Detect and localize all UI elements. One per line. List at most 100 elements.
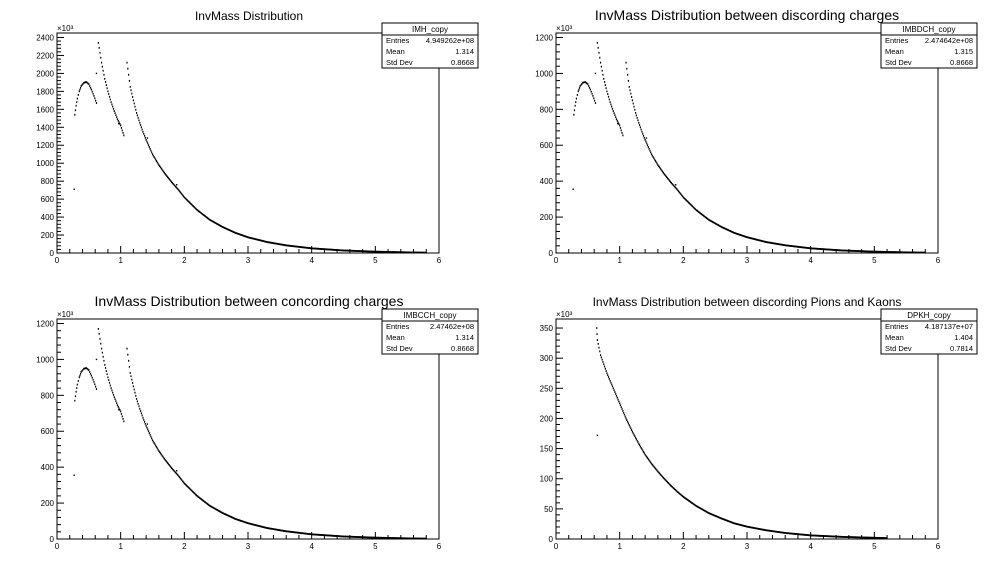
data-point [209, 218, 211, 221]
data-point [408, 537, 411, 540]
data-point [877, 250, 879, 253]
data-point [242, 234, 244, 237]
data-point [319, 534, 321, 536]
data-point [611, 105, 613, 108]
data-point [793, 532, 795, 535]
data-point [841, 249, 843, 252]
data-point [341, 535, 343, 538]
data-point [735, 232, 737, 235]
data-point [339, 249, 342, 252]
data-point [197, 209, 199, 212]
data-point [174, 185, 177, 188]
data-point [876, 536, 878, 539]
data-point [810, 534, 812, 537]
data-point [801, 246, 803, 249]
data-point [268, 241, 270, 244]
data-point [74, 395, 77, 398]
data-point [754, 238, 756, 241]
data-point [246, 522, 248, 524]
data-point [87, 82, 89, 85]
data-point [666, 481, 669, 483]
data-point [400, 537, 402, 540]
data-point [280, 529, 282, 532]
data-point [766, 241, 768, 244]
data-point [737, 523, 739, 526]
stats-row-label: Std Dev [386, 58, 413, 67]
data-point [785, 244, 787, 247]
y-tick-label: 1000 [535, 69, 553, 78]
data-point [767, 241, 769, 244]
data-point [601, 69, 603, 72]
data-point [585, 81, 587, 84]
data-point [192, 491, 194, 494]
data-point [708, 219, 711, 222]
data-point [370, 536, 373, 539]
y-tick-label: 200 [41, 231, 55, 240]
data-point [88, 369, 90, 372]
data-point [917, 251, 919, 254]
data-point [609, 101, 611, 104]
data-point [923, 251, 925, 254]
data-point [824, 535, 826, 537]
data-point [357, 250, 359, 252]
data-point [104, 367, 107, 369]
data-point [627, 422, 630, 425]
data-point [403, 251, 405, 254]
data-point [638, 442, 640, 445]
data-point [335, 535, 337, 537]
data-point [338, 535, 340, 538]
data-point [920, 251, 923, 254]
data-point [857, 250, 859, 252]
data-point [658, 166, 661, 169]
data-point [644, 138, 646, 141]
data-point [84, 81, 87, 84]
data-point [307, 533, 310, 535]
data-point [673, 185, 676, 188]
data-point [800, 246, 803, 249]
data-point [215, 222, 218, 225]
x-tick-label: 2 [681, 256, 686, 265]
stats-row-value: 0.8668 [451, 58, 474, 67]
data-point [748, 236, 750, 239]
data-point [310, 533, 312, 536]
data-point [711, 513, 713, 516]
data-point [675, 489, 677, 492]
chart-title: InvMass Distribution between discording … [595, 7, 899, 23]
data-point [104, 363, 106, 366]
data-point [760, 239, 762, 242]
data-point [770, 530, 772, 532]
data-point [297, 245, 300, 248]
data-point [340, 249, 342, 252]
data-point [284, 530, 287, 533]
data-point [810, 534, 813, 537]
x-tick-label: 3 [745, 256, 750, 265]
data-point [239, 233, 242, 236]
data-point [73, 188, 75, 190]
data-point [349, 535, 351, 538]
data-point [670, 485, 672, 488]
data-point [336, 535, 339, 537]
data-point [581, 82, 583, 85]
data-point [228, 515, 230, 517]
data-point [867, 536, 869, 539]
data-point [696, 210, 699, 212]
data-point [185, 484, 188, 487]
data-point [392, 251, 395, 253]
data-point [879, 537, 881, 539]
data-point [808, 247, 810, 250]
data-point [143, 132, 145, 135]
data-point [138, 119, 140, 122]
data-point [99, 337, 101, 340]
data-point [368, 536, 370, 539]
data-point [765, 241, 767, 243]
data-point [301, 246, 303, 249]
data-point [206, 216, 208, 219]
data-point [305, 246, 307, 249]
data-point [803, 246, 806, 249]
data-point [759, 239, 761, 242]
data-point [192, 205, 194, 208]
data-point [867, 250, 869, 253]
data-point [277, 529, 280, 531]
data-point [709, 512, 711, 515]
data-point [718, 224, 720, 227]
